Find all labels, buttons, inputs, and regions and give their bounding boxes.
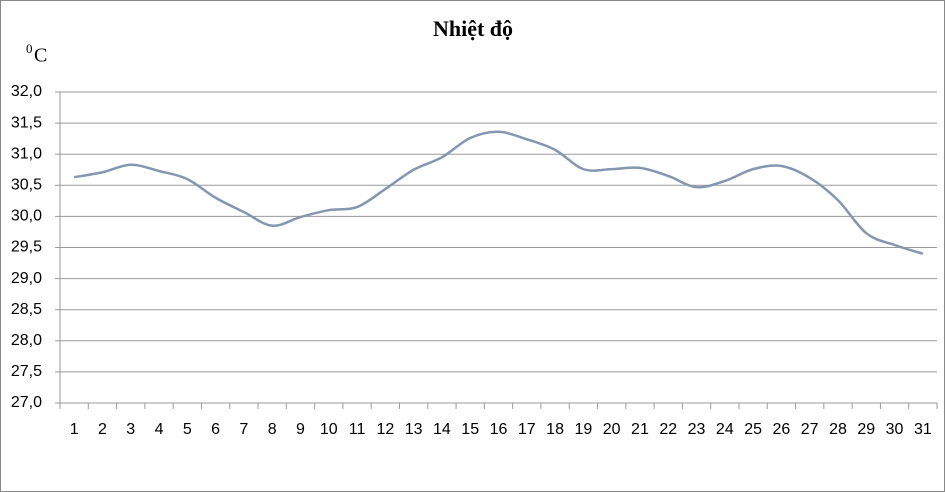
x-tick-label: 25 (744, 421, 762, 438)
x-tick-label: 21 (631, 421, 649, 438)
x-tick-label: 1 (70, 421, 79, 438)
y-tick-label: 31,0 (11, 145, 42, 162)
y-tick-label: 30,0 (11, 208, 42, 225)
x-tick-label: 22 (659, 421, 677, 438)
y-label-superscript: 0 (26, 41, 33, 56)
x-tick-label: 19 (574, 421, 592, 438)
x-tick-label: 13 (405, 421, 423, 438)
x-tick-label: 15 (461, 421, 479, 438)
x-tick-label: 3 (126, 421, 135, 438)
y-tick-label: 29,0 (11, 270, 42, 287)
x-tick-label: 5 (183, 421, 192, 438)
x-tick-label: 31 (914, 421, 932, 438)
x-tick-label: 26 (773, 421, 791, 438)
x-tick-label: 29 (857, 421, 875, 438)
x-tick-label: 14 (433, 421, 451, 438)
x-tick-label: 2 (98, 421, 107, 438)
x-tick-label: 6 (211, 421, 220, 438)
x-tick-label: 7 (239, 421, 248, 438)
y-label: C (34, 45, 47, 67)
x-tick-label: 20 (603, 421, 621, 438)
x-tick-label: 24 (716, 421, 734, 438)
x-tick-label: 11 (349, 421, 366, 438)
x-tick-label: 8 (268, 421, 277, 438)
x-tick-label: 10 (320, 421, 338, 438)
x-tick-label: 12 (376, 421, 394, 438)
x-tick-label: 16 (490, 421, 508, 438)
y-tick-label: 29,5 (11, 239, 42, 256)
y-tick-label: 31,5 (11, 114, 42, 131)
x-tick-label: 18 (546, 421, 564, 438)
chart-title: Nhiệt độ (433, 16, 513, 41)
y-tick-label: 28,5 (11, 301, 42, 318)
x-tick-label: 30 (886, 421, 904, 438)
x-tick-label: 27 (801, 421, 819, 438)
data-line (73, 130, 924, 255)
x-tick-label: 23 (688, 421, 706, 438)
y-tick-label: 27,5 (11, 363, 42, 380)
x-tick-label: 28 (829, 421, 847, 438)
x-tick-label: 17 (518, 421, 536, 438)
x-tick-label: 9 (296, 421, 305, 438)
x-tick-label: 4 (155, 421, 164, 438)
y-tick-label: 30,5 (11, 177, 42, 194)
y-tick-label: 32,0 (11, 83, 42, 100)
y-tick-label: 28,0 (11, 332, 42, 349)
y-tick-label: 27,0 (11, 394, 42, 411)
